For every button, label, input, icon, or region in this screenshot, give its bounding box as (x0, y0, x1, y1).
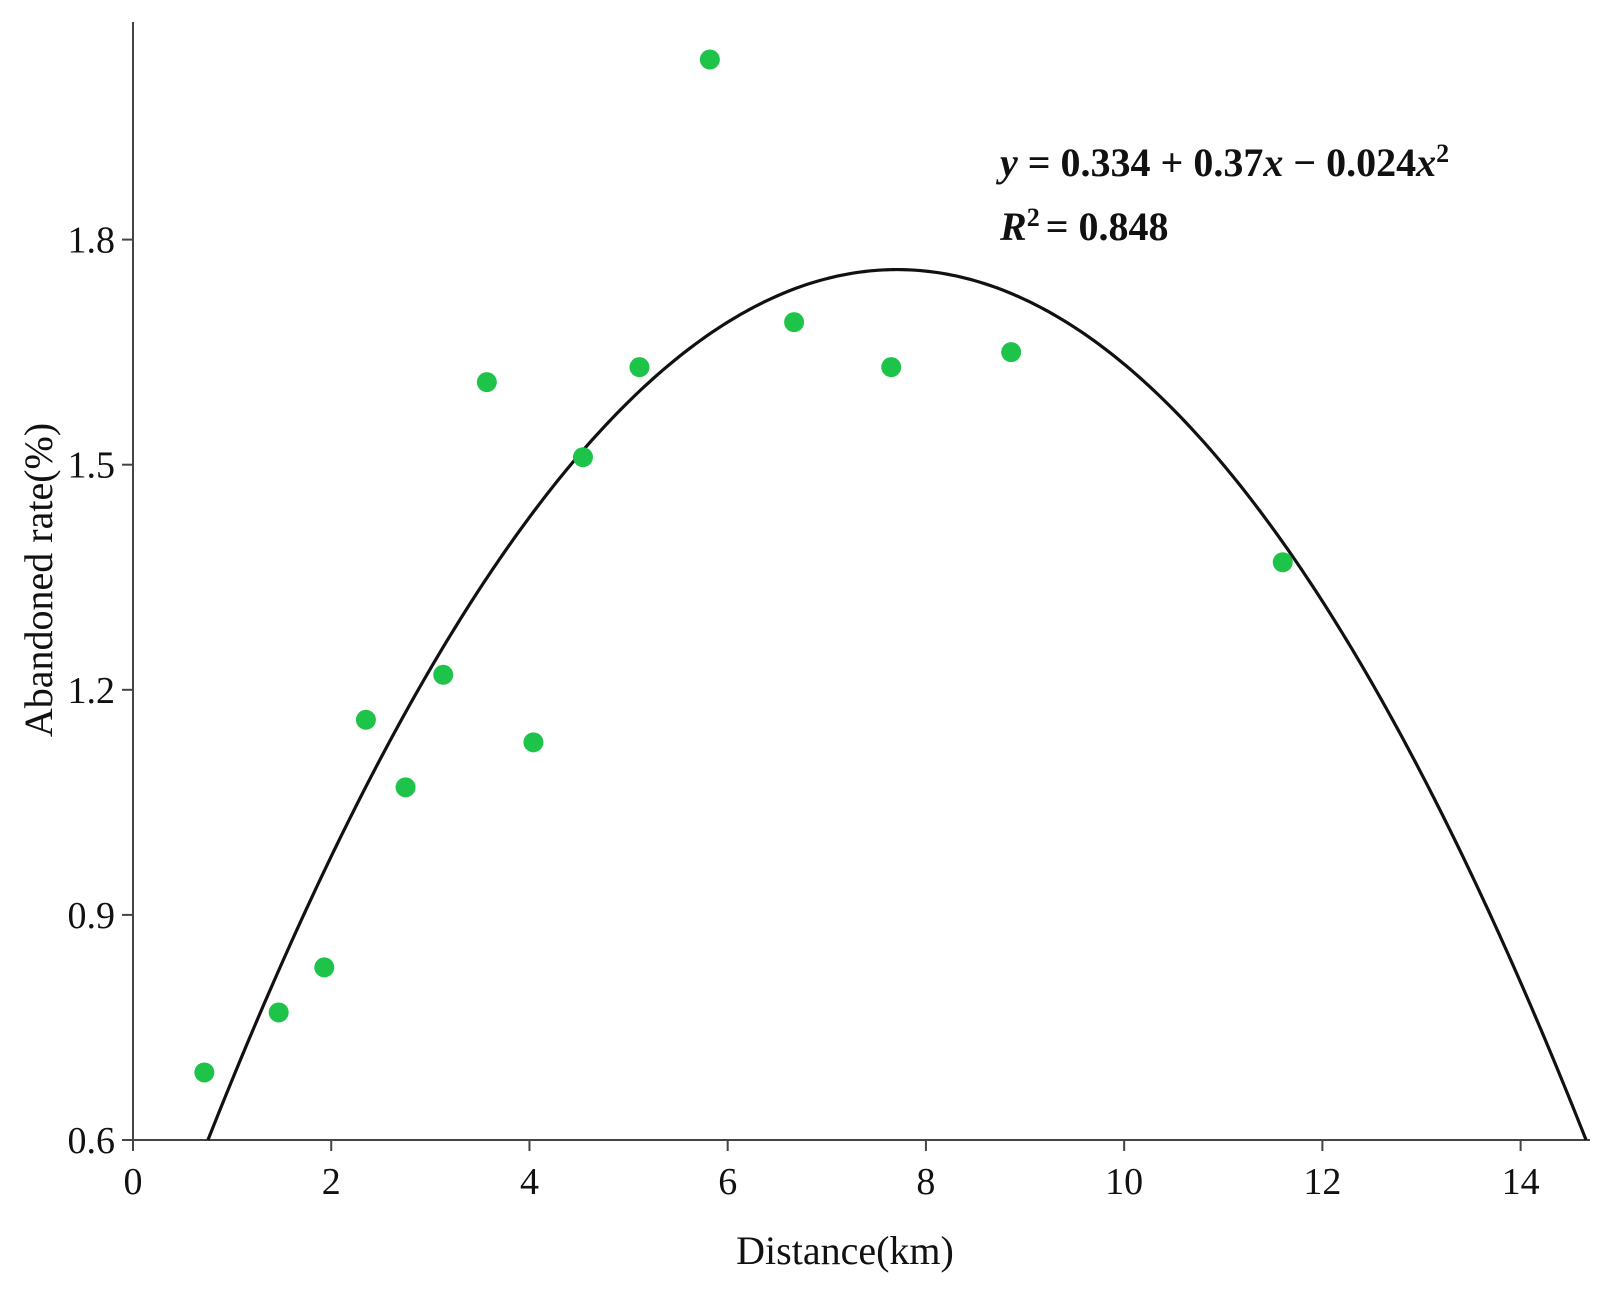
data-point (355, 709, 376, 730)
y-tick-label: 0.6 (68, 1120, 116, 1162)
data-point (784, 312, 805, 333)
data-point (476, 372, 497, 393)
fit-curve-group (206, 267, 1588, 1141)
data-point (629, 357, 650, 378)
y-tick-label: 1.2 (68, 670, 116, 712)
data-point (433, 664, 454, 685)
x-tick-label: 8 (916, 1161, 935, 1203)
x-axis-title: Distance(km) (736, 1228, 954, 1273)
data-point (699, 49, 720, 70)
r2-value: = 0.848 (1046, 204, 1169, 249)
data-point (268, 1002, 289, 1023)
x-tick-label: 6 (718, 1161, 737, 1203)
r2-exponent: 2 (1027, 203, 1040, 232)
data-point (1272, 552, 1293, 573)
r2-r-symbol: R (999, 204, 1027, 249)
eq-x2-symbol: x (1415, 140, 1436, 185)
y-tick-label: 0.9 (68, 895, 116, 937)
data-point (395, 777, 416, 798)
x-tick-label: 0 (124, 1161, 143, 1203)
x-tick-label: 10 (1105, 1161, 1143, 1203)
data-point (1001, 342, 1022, 363)
y-tick-label: 1.8 (68, 220, 116, 262)
data-point (572, 447, 593, 468)
x-tick-label: 2 (322, 1161, 341, 1203)
y-axis-title: Abandoned rate(%) (16, 423, 61, 737)
x-tick-label: 12 (1303, 1161, 1341, 1203)
eq-y-symbol: y (996, 140, 1018, 185)
data-point (881, 357, 902, 378)
eq-part-1: = 0.334 + 0.37 (1018, 140, 1264, 185)
data-point (194, 1062, 215, 1083)
r-squared-label: R2 = 0.848 (999, 203, 1168, 250)
fit-curve (206, 267, 1588, 1141)
x-tick-label: 14 (1502, 1161, 1540, 1203)
y-tick-label: 1.5 (68, 445, 116, 487)
axes: 0 2 4 6 8 10 12 14 0.6 0.9 1.2 1.5 1.8 (68, 22, 1590, 1203)
eq-x-symbol: x (1262, 140, 1283, 185)
fit-equation: y = 0.334 + 0.37x − 0.024x2 (996, 139, 1449, 186)
data-point (523, 732, 544, 753)
eq-part-2: − 0.024 (1283, 140, 1416, 185)
x-tick-label: 4 (520, 1161, 539, 1203)
data-point (314, 957, 335, 978)
eq-exponent: 2 (1436, 139, 1449, 168)
data-points (194, 49, 1293, 1083)
